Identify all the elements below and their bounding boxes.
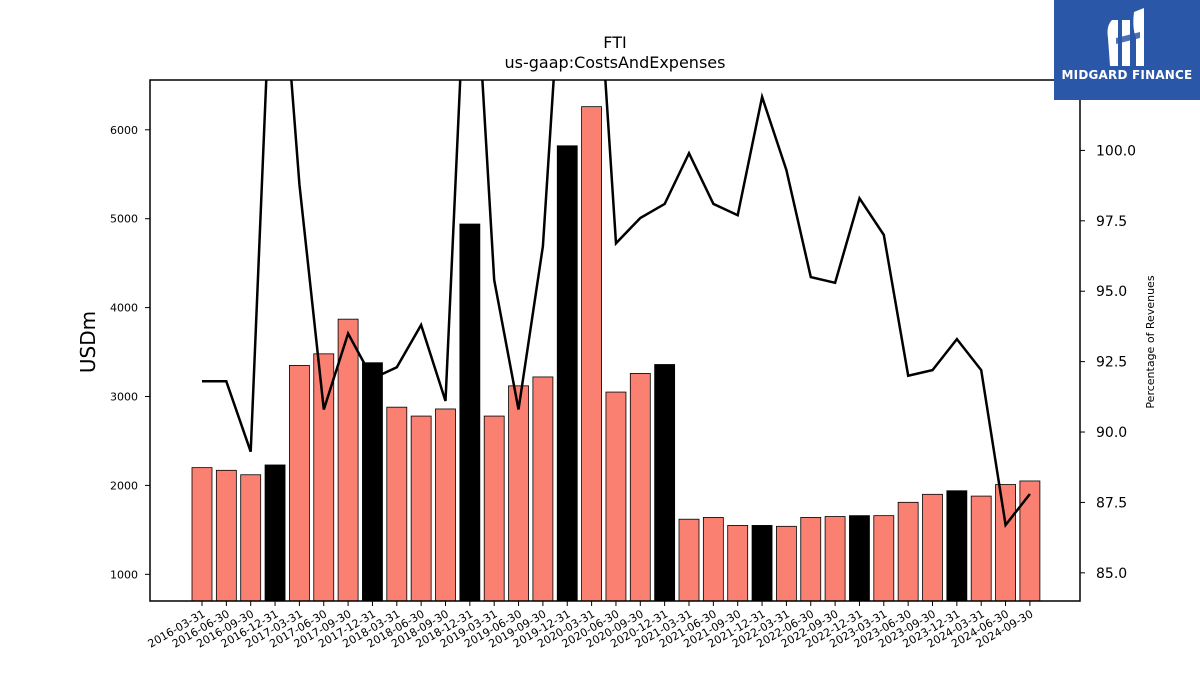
- bar-2018-06-30: [410, 415, 432, 602]
- bar-2019-12-31: [556, 145, 578, 602]
- x-axis: 2016-03-312016-06-302016-09-302016-12-31…: [146, 601, 1035, 651]
- bar-2017-09-30: [337, 318, 359, 602]
- chart-subtitle: us-gaap:CostsAndExpenses: [505, 53, 726, 72]
- y2-axis-label: Percentage of Revenues: [1144, 275, 1157, 408]
- bar-2020-06-30: [605, 391, 627, 602]
- bars-layer: [191, 106, 1041, 602]
- bar-2018-12-31: [459, 223, 481, 602]
- bar-2022-06-30: [800, 517, 822, 602]
- brand-logo: MIDGARD FINANCE: [1054, 0, 1200, 100]
- y-axis-label: USDm: [76, 311, 100, 373]
- y-tick-label: 3000: [110, 391, 138, 404]
- bar-2023-12-31: [946, 490, 968, 602]
- bar-2023-09-30: [922, 493, 943, 602]
- bar-2022-09-30: [824, 516, 846, 602]
- bar-2016-03-31: [191, 467, 213, 602]
- y2-tick-label: 87.5: [1096, 495, 1127, 511]
- bar-2021-09-30: [727, 525, 749, 602]
- bar-2019-09-30: [532, 376, 554, 602]
- bar-2024-06-30: [995, 484, 1016, 602]
- bar-2016-09-30: [240, 474, 262, 602]
- y-tick-label: 6000: [110, 124, 138, 137]
- y-tick-label: 1000: [110, 568, 138, 581]
- bar-2024-03-31: [970, 495, 992, 602]
- bar-2021-03-31: [678, 518, 700, 602]
- bar-2022-12-31: [849, 515, 870, 602]
- y-tick-label: 2000: [110, 479, 138, 492]
- bar-2020-09-30: [629, 372, 651, 602]
- bar-2019-06-30: [508, 385, 529, 602]
- plot-frame: [149, 79, 1081, 602]
- bar-2021-12-31: [751, 525, 773, 602]
- bar-2024-09-30: [1019, 480, 1041, 602]
- bar-2016-06-30: [215, 469, 237, 602]
- line-layer: [202, 80, 1031, 529]
- bar-2023-03-31: [873, 515, 895, 602]
- y-axis-right: 85.0 87.5 90.0 92.5 95.0 97.5 100.0: [1080, 143, 1136, 582]
- y2-tick-label: 90.0: [1096, 425, 1127, 441]
- bar-2018-03-31: [386, 406, 408, 602]
- bar-2020-03-31: [581, 106, 602, 602]
- y-tick-label: 5000: [110, 213, 138, 226]
- bar-2016-12-31: [264, 464, 286, 602]
- bar-2017-03-31: [288, 364, 310, 602]
- y-tick-label: 4000: [110, 302, 138, 315]
- y-axis-left: 1000 2000 3000 4000 5000 6000: [110, 124, 150, 581]
- series-line-percentage: [202, 80, 1031, 529]
- bar-2017-12-31: [362, 362, 383, 602]
- bar-2020-12-31: [654, 364, 676, 602]
- midgard-logo-icon: [1107, 8, 1144, 66]
- chart-title: FTI: [603, 33, 626, 52]
- bar-2023-06-30: [897, 501, 919, 602]
- bar-2021-06-30: [702, 517, 724, 602]
- y2-tick-label: 85.0: [1096, 566, 1127, 582]
- y2-tick-label: 95.0: [1096, 284, 1127, 300]
- bar-2019-03-31: [483, 415, 505, 602]
- bar-2022-03-31: [776, 525, 797, 602]
- bar-2018-09-30: [435, 408, 456, 602]
- y2-tick-label: 97.5: [1096, 214, 1127, 230]
- y2-tick-label: 92.5: [1096, 355, 1127, 371]
- y2-tick-label: 100.0: [1096, 143, 1136, 159]
- brand-name: MIDGARD FINANCE: [1061, 68, 1193, 82]
